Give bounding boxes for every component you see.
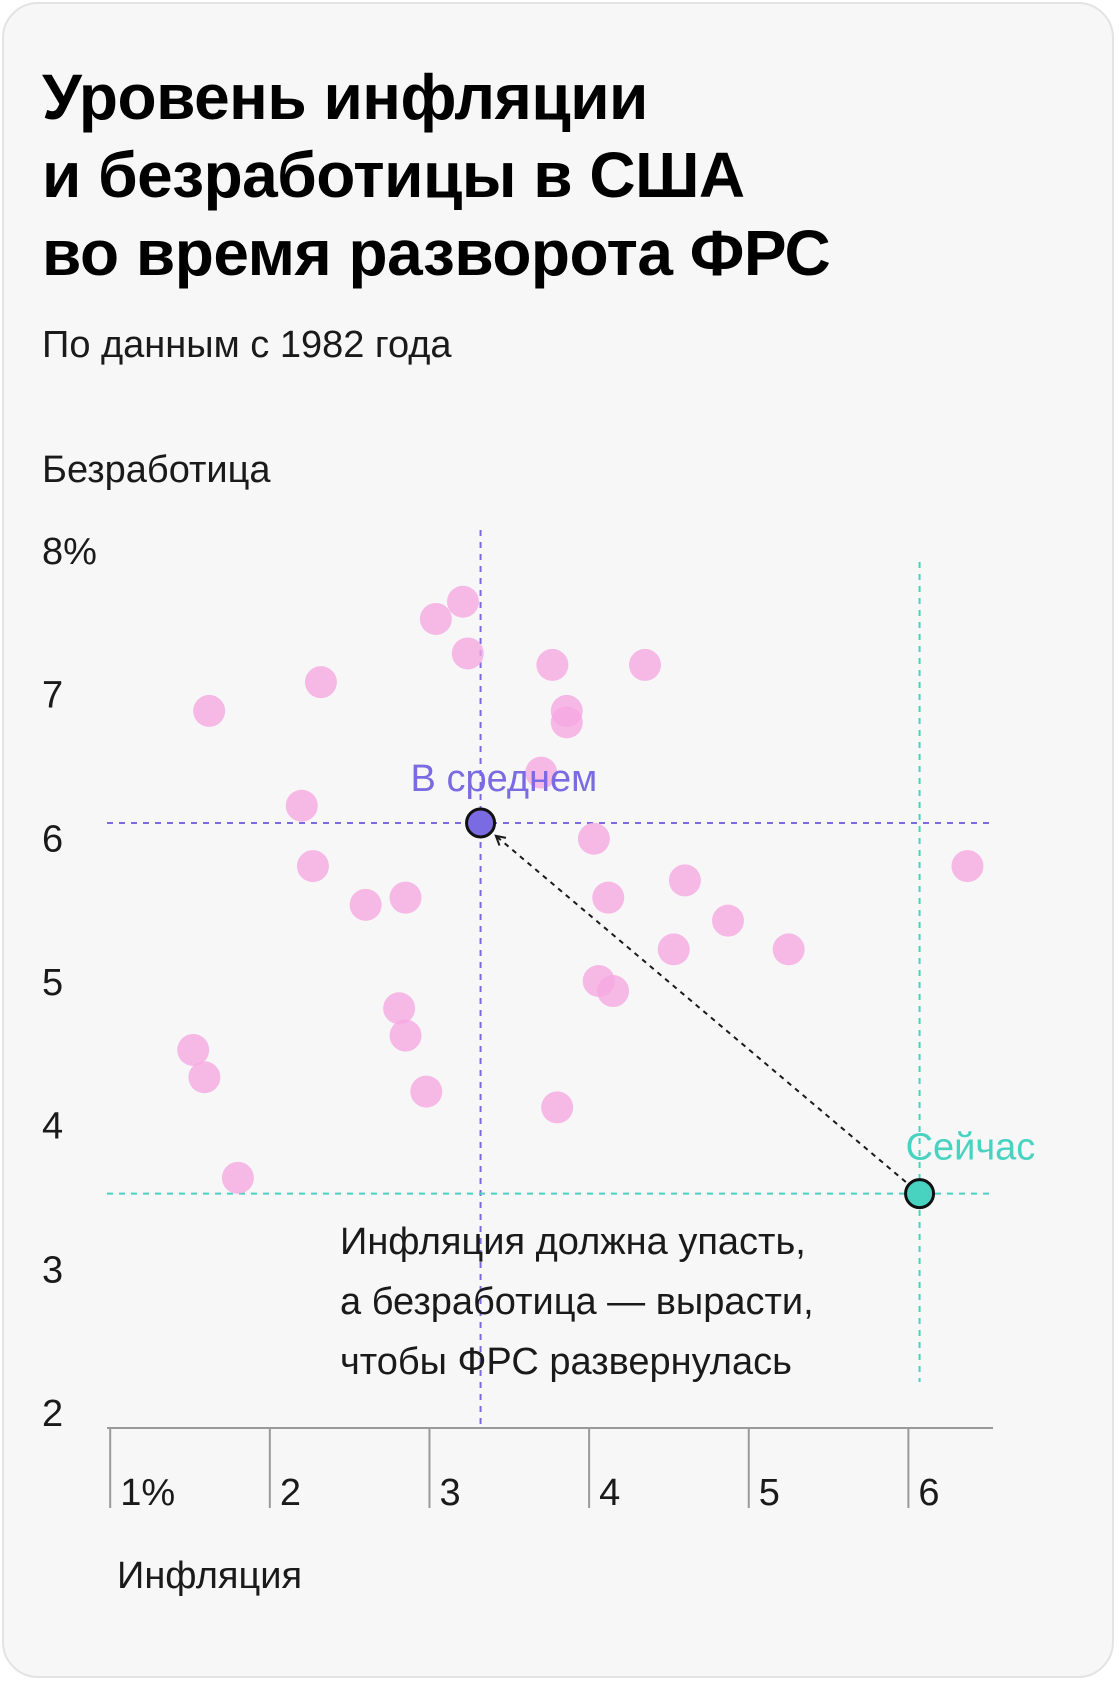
current-label: Сейчас xyxy=(906,1127,1036,1169)
x-tick-label: 5 xyxy=(759,1472,780,1514)
data-point xyxy=(349,888,382,921)
data-point xyxy=(383,992,416,1025)
annotation-line-1: Инфляция должна упасть, xyxy=(340,1221,806,1263)
data-point xyxy=(296,850,329,883)
x-tick-label: 4 xyxy=(599,1472,620,1514)
data-point xyxy=(951,850,984,883)
data-point xyxy=(193,694,226,727)
x-tick-label: 2 xyxy=(280,1472,301,1514)
data-point xyxy=(597,975,630,1008)
chart-subtitle: По данным с 1982 года xyxy=(42,324,452,366)
data-point xyxy=(389,1019,422,1052)
data-point xyxy=(188,1061,221,1094)
average-point xyxy=(465,807,497,839)
data-point xyxy=(592,881,625,914)
data-point xyxy=(541,1091,574,1124)
data-point xyxy=(536,648,569,681)
average-label: В среднем xyxy=(411,758,598,800)
direction-arrow xyxy=(496,836,907,1183)
data-point xyxy=(451,637,484,670)
data-point xyxy=(550,706,583,739)
y-axis-label: Безработица xyxy=(42,449,271,491)
data-point xyxy=(577,822,610,855)
data-point xyxy=(285,789,318,822)
data-point xyxy=(628,648,661,681)
title-line-1: Уровень инфляции xyxy=(42,61,648,133)
data-point xyxy=(772,933,805,966)
chart-title: Уровень инфляции и безработицы в США во … xyxy=(42,58,1082,292)
current-point xyxy=(904,1178,936,1210)
data-point xyxy=(711,904,744,937)
data-point xyxy=(419,602,452,635)
y-tick-label: 7 xyxy=(42,675,63,717)
title-line-3: во время разворота ФРС xyxy=(42,217,831,289)
annotation-line-3: чтобы ФРС развернулась xyxy=(340,1341,792,1383)
y-tick-label: 3 xyxy=(42,1249,63,1291)
data-point xyxy=(177,1033,210,1066)
x-tick-label: 1% xyxy=(120,1472,175,1514)
data-point xyxy=(657,933,690,966)
x-axis-label: Инфляция xyxy=(117,1555,302,1597)
y-tick-label: 8% xyxy=(42,531,97,573)
y-tick-label: 4 xyxy=(42,1106,63,1148)
data-point xyxy=(446,585,479,618)
data-point xyxy=(389,881,422,914)
y-tick-label: 6 xyxy=(42,818,63,860)
data-point xyxy=(668,864,701,897)
annotation-line-2: а безработица — вырасти, xyxy=(340,1281,814,1323)
title-line-2: и безработицы в США xyxy=(42,139,745,211)
y-tick-label: 5 xyxy=(42,962,63,1004)
data-point xyxy=(410,1075,443,1108)
data-point xyxy=(304,666,337,699)
x-tick-label: 6 xyxy=(918,1472,939,1514)
x-tick-label: 3 xyxy=(439,1472,460,1514)
data-point xyxy=(525,756,558,789)
y-tick-label: 2 xyxy=(42,1393,63,1435)
annotation-text: Инфляция должна упасть, а безработица — … xyxy=(340,1221,814,1383)
data-point xyxy=(221,1161,254,1194)
